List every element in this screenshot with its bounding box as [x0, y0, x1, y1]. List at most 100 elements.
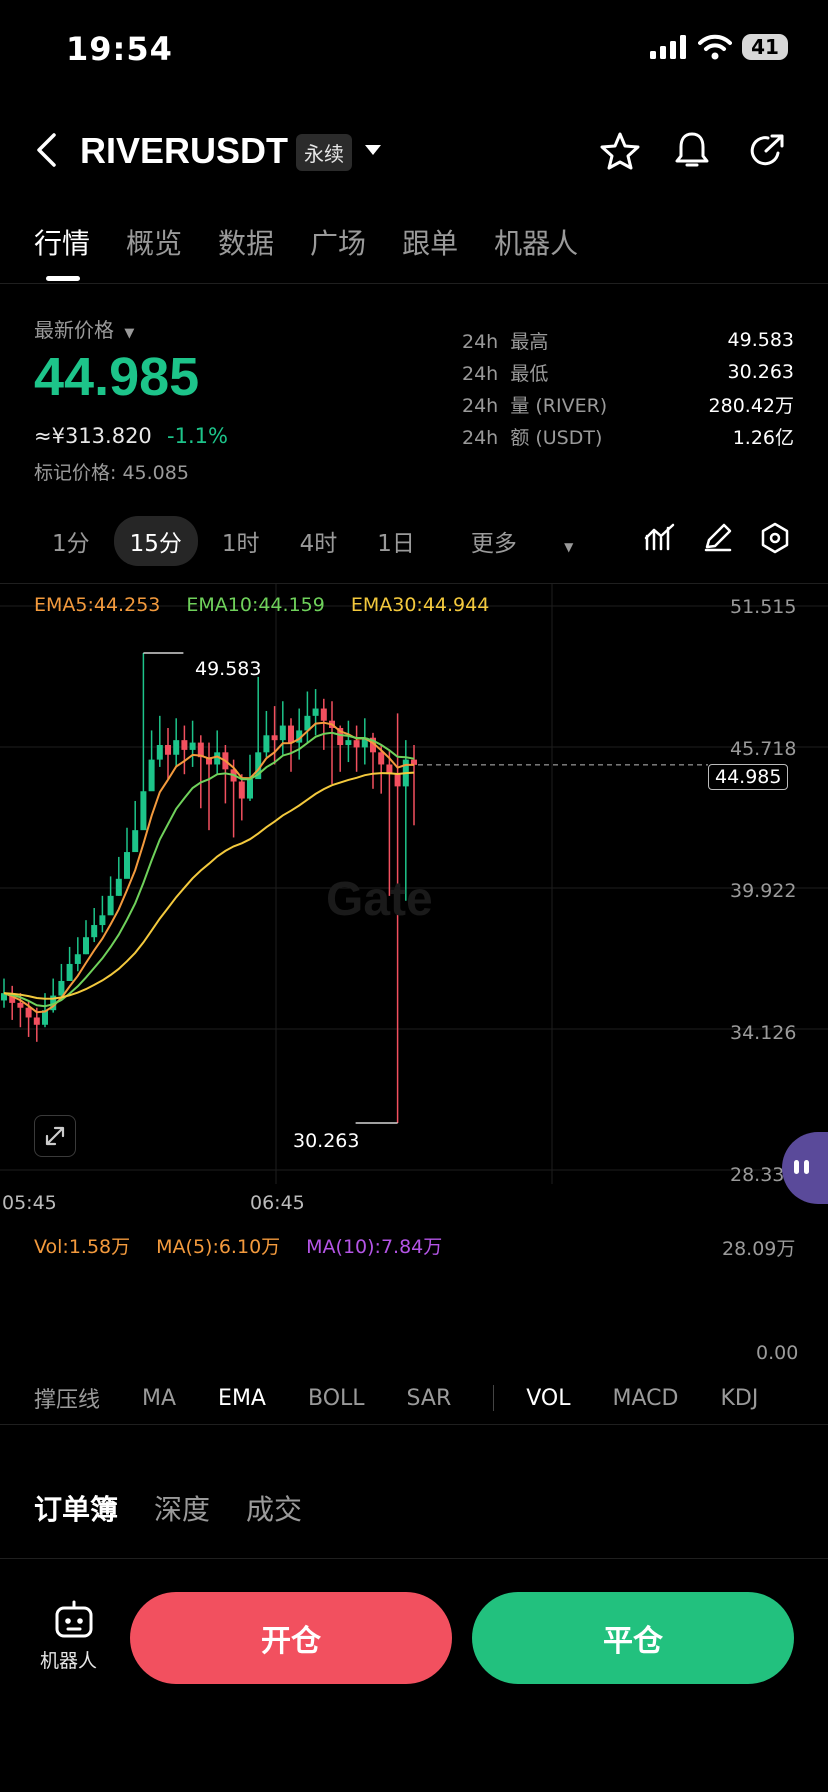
- candle-body: [107, 895, 114, 916]
- candle-body: [206, 757, 212, 765]
- candle-body: [370, 737, 376, 753]
- book-tabs: 订单簿 深度 成交: [34, 1488, 302, 1528]
- ind-ma[interactable]: MA: [142, 1385, 177, 1411]
- tab-trades[interactable]: 成交: [246, 1493, 303, 1526]
- open-position-button[interactable]: 开仓: [130, 1592, 452, 1684]
- chevron-down-icon[interactable]: [364, 144, 382, 156]
- tab-copy-trade[interactable]: 跟单: [402, 227, 459, 260]
- divider: [0, 1558, 828, 1559]
- tab-order-book[interactable]: 订单簿: [34, 1493, 119, 1526]
- candle-body: [124, 852, 130, 879]
- pair-title[interactable]: RIVERUSDT: [80, 130, 289, 171]
- ind-sar[interactable]: SAR: [406, 1385, 452, 1411]
- settings-hexagon-icon[interactable]: [760, 522, 790, 554]
- fullscreen-button[interactable]: [34, 1115, 76, 1157]
- floating-assistant-button[interactable]: [782, 1132, 828, 1204]
- tab-data[interactable]: 数据: [218, 227, 275, 260]
- tab-square[interactable]: 广场: [310, 227, 367, 260]
- volume-legend: Vol:1.58万 MA(5):6.10万 MA(10):7.84万: [34, 1232, 442, 1259]
- divider: [0, 1424, 828, 1425]
- candle-body: [140, 791, 147, 831]
- ema5-line: [3, 721, 414, 1014]
- candle-body: [91, 925, 98, 938]
- candle-body: [9, 993, 16, 1003]
- candle-body: [83, 937, 89, 955]
- interval-15m[interactable]: 15分: [113, 516, 198, 566]
- y-tick: 51.515: [730, 596, 797, 618]
- status-indicators: 41: [650, 34, 788, 60]
- stat-label: 最低: [510, 362, 549, 385]
- vol-ma5-label: MA(5):6.10万: [156, 1236, 281, 1258]
- ema30-label: EMA30:44.944: [350, 594, 490, 616]
- candle-body: [25, 1007, 32, 1018]
- candle-body: [247, 779, 253, 799]
- robot-label[interactable]: 机器人: [40, 1650, 98, 1672]
- high-price-label: 49.583: [195, 658, 262, 680]
- candle-body: [386, 764, 393, 775]
- close-position-button[interactable]: 平仓: [472, 1592, 794, 1684]
- draw-pen-icon[interactable]: [702, 522, 734, 552]
- expand-icon: [45, 1126, 65, 1146]
- top-tabs: 行情 概览 数据 广场 跟单 机器人: [34, 222, 578, 262]
- candle-body: [17, 1002, 24, 1008]
- candle-body: [33, 1017, 40, 1025]
- interval-selector: 1分 15分 1时 4时 1日 更多 ▼: [36, 516, 621, 566]
- stat-row-turnover: 24h 额 (USDT) 1.26亿: [462, 420, 794, 452]
- candle-body: [312, 708, 319, 716]
- divider: [0, 583, 828, 584]
- stat-label: 额 (USDT): [510, 426, 603, 449]
- interval-4h[interactable]: 4时: [299, 531, 338, 557]
- star-icon[interactable]: [600, 132, 640, 170]
- y-tick: 34.126: [730, 1022, 797, 1044]
- candle-body: [263, 735, 270, 753]
- stat-value: 49.583: [727, 329, 794, 351]
- bell-icon[interactable]: [674, 130, 710, 170]
- stat-row-high: 24h 最高 49.583: [462, 324, 794, 356]
- low-price-label: 30.263: [293, 1130, 360, 1152]
- interval-1h[interactable]: 1时: [221, 531, 260, 557]
- tab-bot[interactable]: 机器人: [494, 227, 579, 260]
- ind-kdj[interactable]: KDJ: [720, 1385, 759, 1411]
- active-tab-indicator: [46, 276, 80, 281]
- ind-vol[interactable]: VOL: [526, 1385, 571, 1411]
- last-price-marker: 44.985: [708, 764, 789, 790]
- stats-24h: 24h 最高 49.583 24h 最低 30.263 24h 量 (RIVER…: [462, 324, 794, 452]
- candle-body: [42, 1010, 48, 1025]
- ind-ema[interactable]: EMA: [218, 1385, 266, 1411]
- candle-body: [345, 740, 352, 746]
- price-type-selector[interactable]: 最新价格 ▼: [34, 314, 134, 343]
- indicator-icon[interactable]: [644, 522, 676, 552]
- candle-body: [279, 725, 286, 741]
- candle-body: [181, 740, 188, 750]
- stat-prefix: 24h: [462, 426, 499, 449]
- robot-icon[interactable]: [52, 1600, 96, 1640]
- candle-body: [173, 740, 180, 755]
- candle-body: [394, 774, 401, 787]
- stat-row-low: 24h 最低 30.263: [462, 356, 794, 388]
- share-icon[interactable]: [748, 132, 786, 170]
- price-change: -1.1%: [167, 424, 228, 448]
- ind-support-resistance[interactable]: 撑压线: [34, 1388, 101, 1413]
- candlestick-chart[interactable]: [0, 584, 828, 1184]
- cny-price: ≈¥313.820: [34, 424, 152, 448]
- ind-boll[interactable]: BOLL: [307, 1385, 365, 1411]
- indicator-separator: [493, 1385, 495, 1411]
- interval-1d[interactable]: 1日: [377, 531, 415, 557]
- stat-prefix: 24h: [462, 362, 499, 385]
- tab-overview[interactable]: 概览: [126, 227, 183, 260]
- assistant-icon: [794, 1160, 809, 1174]
- tab-depth[interactable]: 深度: [154, 1493, 211, 1526]
- last-price: 44.985: [34, 347, 200, 407]
- candle-body: [378, 752, 385, 765]
- tab-market[interactable]: 行情: [34, 227, 91, 260]
- ema-legend: EMA5:44.253 EMA10:44.159 EMA30:44.944: [34, 594, 489, 616]
- ind-macd[interactable]: MACD: [612, 1385, 679, 1411]
- back-arrow-icon[interactable]: [34, 132, 58, 168]
- candle-body: [156, 745, 163, 760]
- watermark-logo: Gate: [326, 873, 433, 926]
- candle-body: [165, 745, 171, 755]
- interval-more[interactable]: 更多 ▼: [439, 516, 614, 566]
- interval-1m[interactable]: 1分: [52, 531, 90, 557]
- candle-body: [132, 830, 139, 853]
- y-tick: 45.718: [730, 738, 797, 760]
